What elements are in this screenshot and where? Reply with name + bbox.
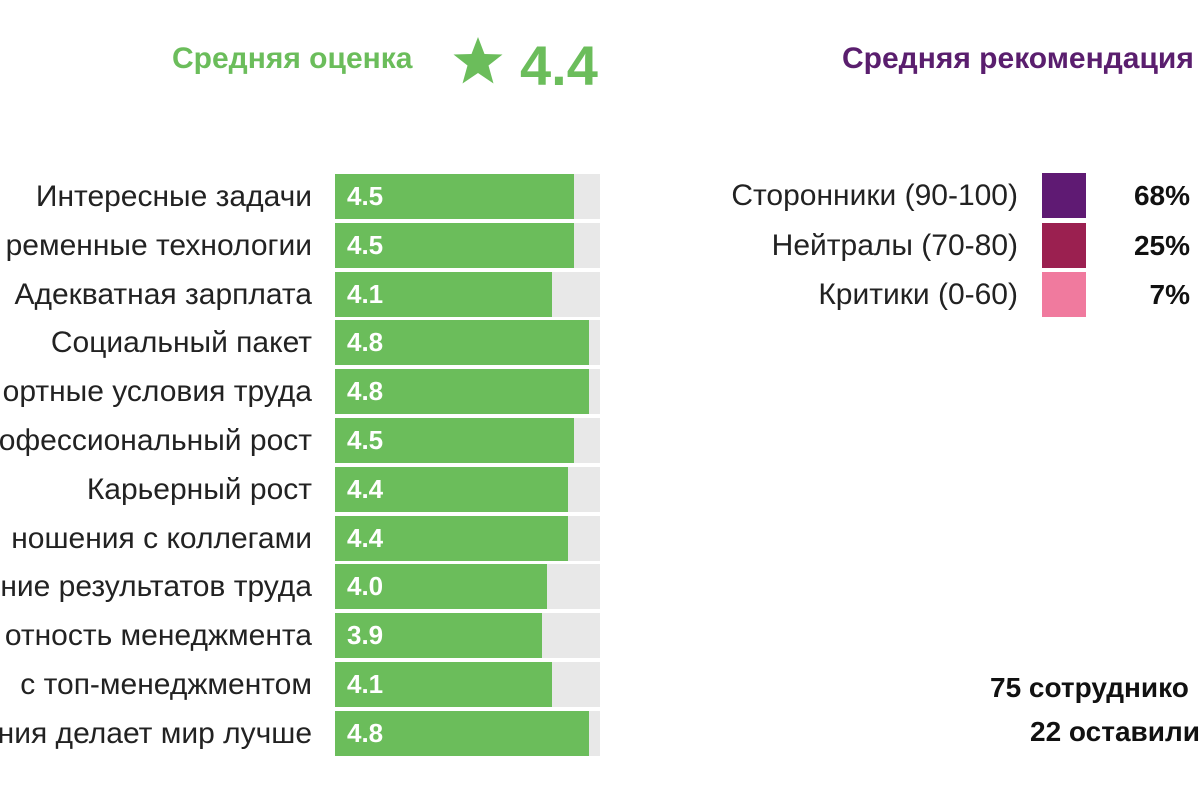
bar-label: Карьерный рост (86, 472, 312, 506)
bar (335, 174, 574, 219)
bar-label: отность менеджмента (4, 619, 312, 653)
bar (335, 320, 590, 366)
bar-track: 4.8 (335, 320, 600, 366)
bar-track: 4.8 (335, 369, 600, 415)
star-icon (453, 37, 503, 84)
recommendation-percent: 25% (1133, 229, 1190, 261)
bar-value-label: 4.5 (347, 425, 384, 455)
bar-value-label: 4.1 (347, 669, 384, 699)
bar-track: 4.5 (335, 222, 600, 268)
bar-label: Социальный пакет (50, 326, 312, 360)
reviews-count-text: 22 оставили (1030, 716, 1200, 747)
bar-value-label: 4.5 (347, 229, 384, 260)
bar-track: 4.4 (335, 515, 600, 561)
bar-value-label: 4.0 (347, 571, 384, 602)
recommendation-label: Критики (0-60) (818, 278, 1018, 311)
bar-label: офессиональный рост (0, 424, 312, 457)
avg-score-value: 4.4 (520, 34, 598, 97)
bar-track: 4.5 (335, 174, 600, 219)
bar-value-label: 4.8 (347, 717, 384, 748)
bar-label: Интересные задачи (35, 180, 312, 213)
bar-label: ортные условия труда (2, 375, 312, 409)
recommendation-swatch (1042, 272, 1086, 317)
recommendation-row: Сторонники (90-100) 68% (600, 173, 1200, 218)
recommendation-label: Нейтралы (70-80) (771, 228, 1018, 262)
bar-value-label: 4.1 (347, 278, 384, 309)
bar-track: 4.1 (335, 271, 600, 317)
bar-value-label: 4.8 (347, 376, 384, 407)
bar (335, 515, 569, 561)
bar-label: Адекватная зарплата (14, 277, 312, 311)
recommendation-row: Критики (0-60) 7% (600, 272, 1200, 317)
bar (335, 271, 553, 317)
bar-label: ременные технологии (5, 228, 312, 262)
recommendation-swatch (1042, 173, 1086, 218)
bar-label: ние результатов труда (0, 570, 312, 604)
recommend-title: Средняя рекомендация (842, 42, 1194, 75)
bar (335, 710, 590, 756)
bar-track: 4.1 (335, 662, 600, 707)
bar (335, 662, 553, 707)
bar (335, 564, 547, 610)
bar (335, 418, 574, 463)
bar-track: 3.9 (335, 613, 600, 659)
bar (335, 466, 569, 512)
recommendation-row: Нейтралы (70-80) 25% (600, 222, 1200, 268)
bar-value-label: 4.8 (347, 327, 384, 358)
bar (335, 369, 590, 415)
bar-value-label: 3.9 (347, 620, 384, 651)
recommendation-label: Сторонники (90-100) (731, 179, 1018, 212)
employees-count-text: 75 сотруднико (990, 672, 1189, 703)
bar (335, 613, 542, 659)
bar-label: ния делает мир лучше (0, 716, 312, 750)
bar-track: 4.8 (335, 710, 600, 756)
bar-label: с топ-менеджментом (20, 668, 312, 701)
bar-value-label: 4.4 (347, 522, 384, 553)
recommendation-percent: 7% (1149, 279, 1190, 310)
bar-value-label: 4.4 (347, 473, 384, 504)
bar-track: 4.0 (335, 564, 600, 610)
bar-label: ношения с коллегами (11, 521, 312, 555)
bar (335, 222, 574, 268)
bar-value-label: 4.5 (347, 181, 384, 211)
recommendation-swatch (1042, 222, 1086, 268)
recommendation-percent: 68% (1133, 180, 1190, 211)
bar-track: 4.4 (335, 466, 600, 512)
avg-score-title: Средняя оценка (172, 42, 413, 75)
bar-track: 4.5 (335, 418, 600, 463)
